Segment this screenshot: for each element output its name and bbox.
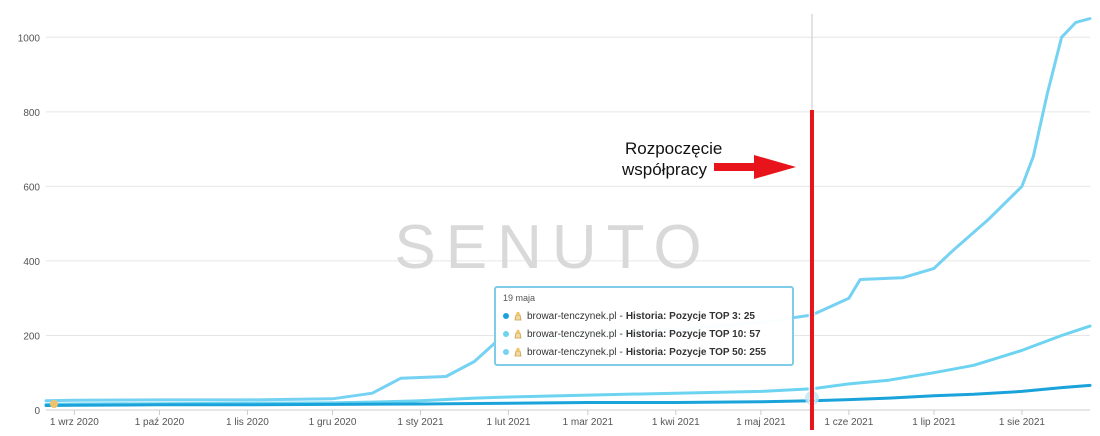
tooltip-site-name: browar-tenczynek.pl	[527, 328, 617, 340]
y-tick-label: 400	[23, 257, 40, 268]
x-tick-label: 1 lip 2021	[912, 417, 956, 428]
tooltip-date: 19 maja	[503, 293, 536, 303]
tooltip-site-name: browar-tenczynek.pl	[527, 310, 617, 322]
series-color-dot-icon	[503, 349, 509, 355]
cooperation-start-annotation: Rozpoczęcie współpracy	[621, 110, 814, 430]
x-tick-label: 1 wrz 2020	[50, 417, 99, 428]
series-color-dot-icon	[503, 331, 509, 337]
tooltip-row: browar-tenczynek.pl - Historia: Pozycje TO…	[503, 343, 785, 361]
y-tick-label: 600	[23, 182, 40, 193]
x-tick-label: 1 cze 2021	[824, 417, 873, 428]
y-tick-label: 200	[23, 331, 40, 342]
x-tick-label: 1 maj 2021	[736, 417, 786, 428]
tooltip-separator: -	[619, 310, 623, 322]
annotation-label-line-2: współpracy	[621, 160, 708, 179]
x-tick-label: 1 paź 2020	[135, 417, 185, 428]
tooltip-site-name: browar-tenczynek.pl	[527, 346, 617, 358]
y-tick-label: 800	[23, 108, 40, 119]
watermark-layer: SENUTO	[394, 213, 711, 282]
tooltip-row: browar-tenczynek.pl - Historia: Pozycje TO…	[503, 325, 785, 343]
series-color-dot-icon	[503, 313, 509, 319]
tooltip-separator: -	[619, 346, 623, 358]
tooltip-row: browar-tenczynek.pl - Historia: Pozycje TO…	[503, 307, 785, 325]
y-tick-label: 1000	[18, 33, 41, 44]
x-tick-label: 1 sie 2021	[999, 417, 1046, 428]
origin-marker	[50, 400, 58, 408]
x-axis: 1 wrz 2020 1 paź 2020 1 lis 2020 1 gru 2020…	[46, 409, 1090, 428]
site-favicon-icon	[514, 329, 522, 339]
x-tick-label: 1 kwi 2021	[652, 417, 700, 428]
x-tick-label: 1 mar 2021	[563, 417, 614, 428]
annotation-arrow	[714, 155, 796, 179]
tooltip-metric: Historia: Pozycje TOP 10: 57	[625, 328, 761, 340]
tooltip-metric: Historia: Pozycje TOP 3: 25	[625, 310, 755, 322]
x-tick-label: 1 lut 2021	[486, 417, 530, 428]
senuto-watermark: SENUTO	[394, 213, 711, 282]
data-tooltip: 19 maja browar-tenczynek.pl - Historia: Po…	[494, 286, 794, 366]
x-tick-label: 1 gru 2020	[309, 417, 357, 428]
series-line	[44, 383, 1092, 407]
x-tick-label: 1 lis 2020	[226, 417, 269, 428]
tooltip-metric: Historia: Pozycje TOP 50: 255	[625, 346, 767, 358]
site-favicon-icon	[514, 311, 522, 321]
annotation-label-line-1: Rozpoczęcie	[625, 139, 722, 158]
x-tick-label: 1 sty 2021	[397, 417, 444, 428]
tooltip-separator: -	[619, 328, 623, 340]
y-tick-label: 0	[34, 406, 40, 417]
y-axis: 0 200 400 600 800 1000	[18, 33, 41, 417]
tooltip-rows: browar-tenczynek.pl - Historia: Pozycje TO…	[503, 307, 785, 361]
site-favicon-icon	[514, 347, 522, 357]
